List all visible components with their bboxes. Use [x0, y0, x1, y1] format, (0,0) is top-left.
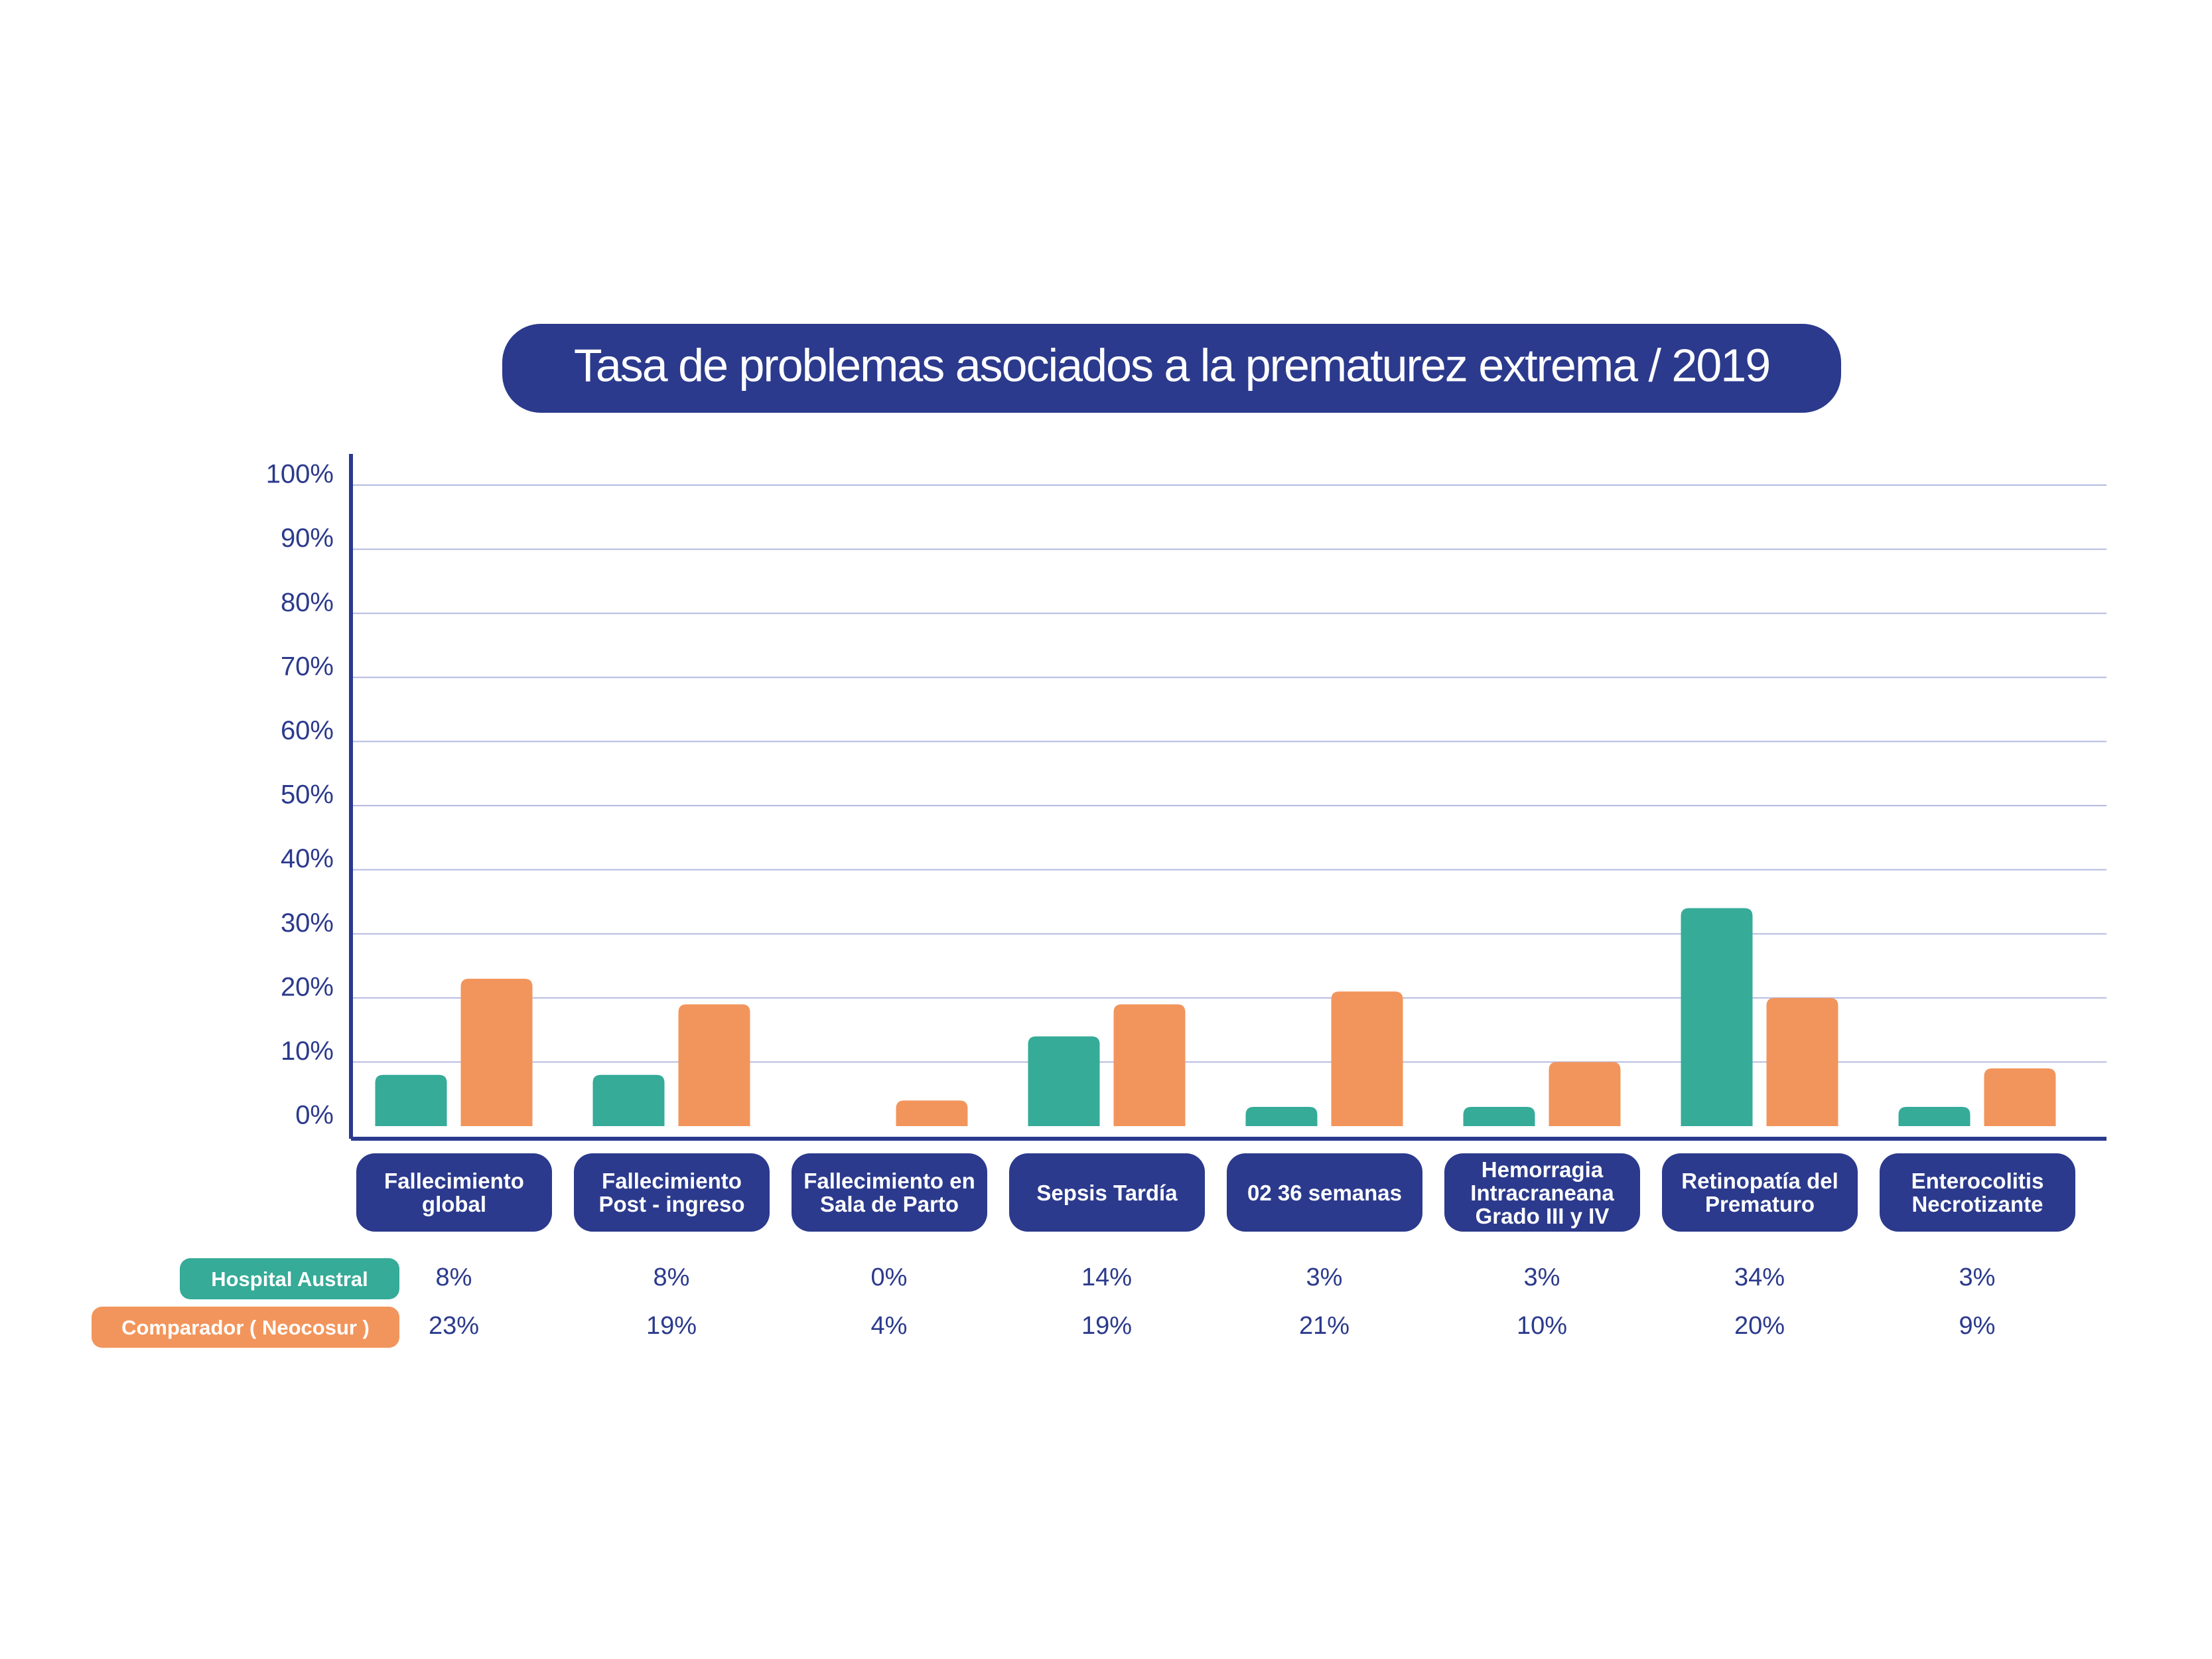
- value-label: 3%: [1959, 1263, 1996, 1291]
- value-label: 19%: [1081, 1312, 1132, 1340]
- value-label: 9%: [1959, 1312, 1996, 1340]
- x-tick-label: Enterocolitis Necrotizante: [1880, 1153, 2075, 1232]
- value-label: 10%: [1517, 1312, 1567, 1340]
- x-tick-label: Sepsis Tardía: [1009, 1153, 1205, 1232]
- bar: [1984, 1068, 2056, 1126]
- chart-title: Tasa de problemas asociados a la prematu…: [574, 339, 1769, 391]
- bar: [1028, 1036, 1100, 1126]
- bar: [1113, 1004, 1186, 1126]
- legend-entry: Hospital Austral: [180, 1258, 399, 1299]
- y-tick-label: 60%: [281, 716, 334, 745]
- y-tick-label: 90%: [281, 524, 334, 553]
- y-tick-label: 20%: [281, 972, 334, 1001]
- value-label: 3%: [1524, 1263, 1560, 1291]
- value-label: 19%: [646, 1312, 697, 1340]
- x-tick-label: Fallecimiento global: [356, 1153, 552, 1232]
- bar: [1463, 1107, 1535, 1126]
- y-tick-label: 0%: [295, 1101, 334, 1130]
- x-tick-label: Hemorragia Intracraneana Grado III y IV: [1444, 1153, 1640, 1232]
- x-tick-label: Fallecimiento Post - ingreso: [574, 1153, 770, 1232]
- bar: [375, 1074, 447, 1126]
- legend-entry: Comparador ( Neocosur ): [92, 1307, 399, 1348]
- x-tick-label: 02 36 semanas: [1227, 1153, 1422, 1232]
- value-label: 8%: [436, 1263, 472, 1291]
- value-label: 34%: [1734, 1263, 1785, 1291]
- bar: [592, 1074, 665, 1126]
- bar: [1549, 1062, 1621, 1126]
- value-label: 3%: [1306, 1263, 1343, 1291]
- bar: [678, 1004, 750, 1126]
- value-label: 23%: [429, 1312, 479, 1340]
- bar: [460, 978, 533, 1126]
- bar: [1766, 997, 1838, 1126]
- y-tick-label: 40%: [281, 844, 334, 873]
- bar: [896, 1100, 968, 1126]
- title-pill: [502, 324, 1841, 413]
- y-tick-label: 100%: [266, 460, 334, 489]
- value-label: 20%: [1734, 1312, 1785, 1340]
- value-label: 21%: [1299, 1312, 1349, 1340]
- x-tick-label: Fallecimiento en Sala de Parto: [792, 1153, 987, 1232]
- x-tick-label: Retinopatía del Prematuro: [1662, 1153, 1858, 1232]
- y-tick-label: 50%: [281, 780, 334, 810]
- bar: [1681, 908, 1753, 1126]
- bar: [1245, 1107, 1318, 1126]
- value-label: 8%: [654, 1263, 690, 1291]
- value-label: 14%: [1081, 1263, 1132, 1291]
- value-label: 4%: [871, 1312, 908, 1340]
- y-tick-label: 80%: [281, 588, 334, 617]
- y-tick-label: 10%: [281, 1037, 334, 1066]
- bar: [1898, 1107, 1970, 1126]
- y-tick-label: 30%: [281, 908, 334, 938]
- value-label: 0%: [871, 1263, 908, 1291]
- y-tick-label: 70%: [281, 652, 334, 681]
- bar: [1331, 991, 1403, 1126]
